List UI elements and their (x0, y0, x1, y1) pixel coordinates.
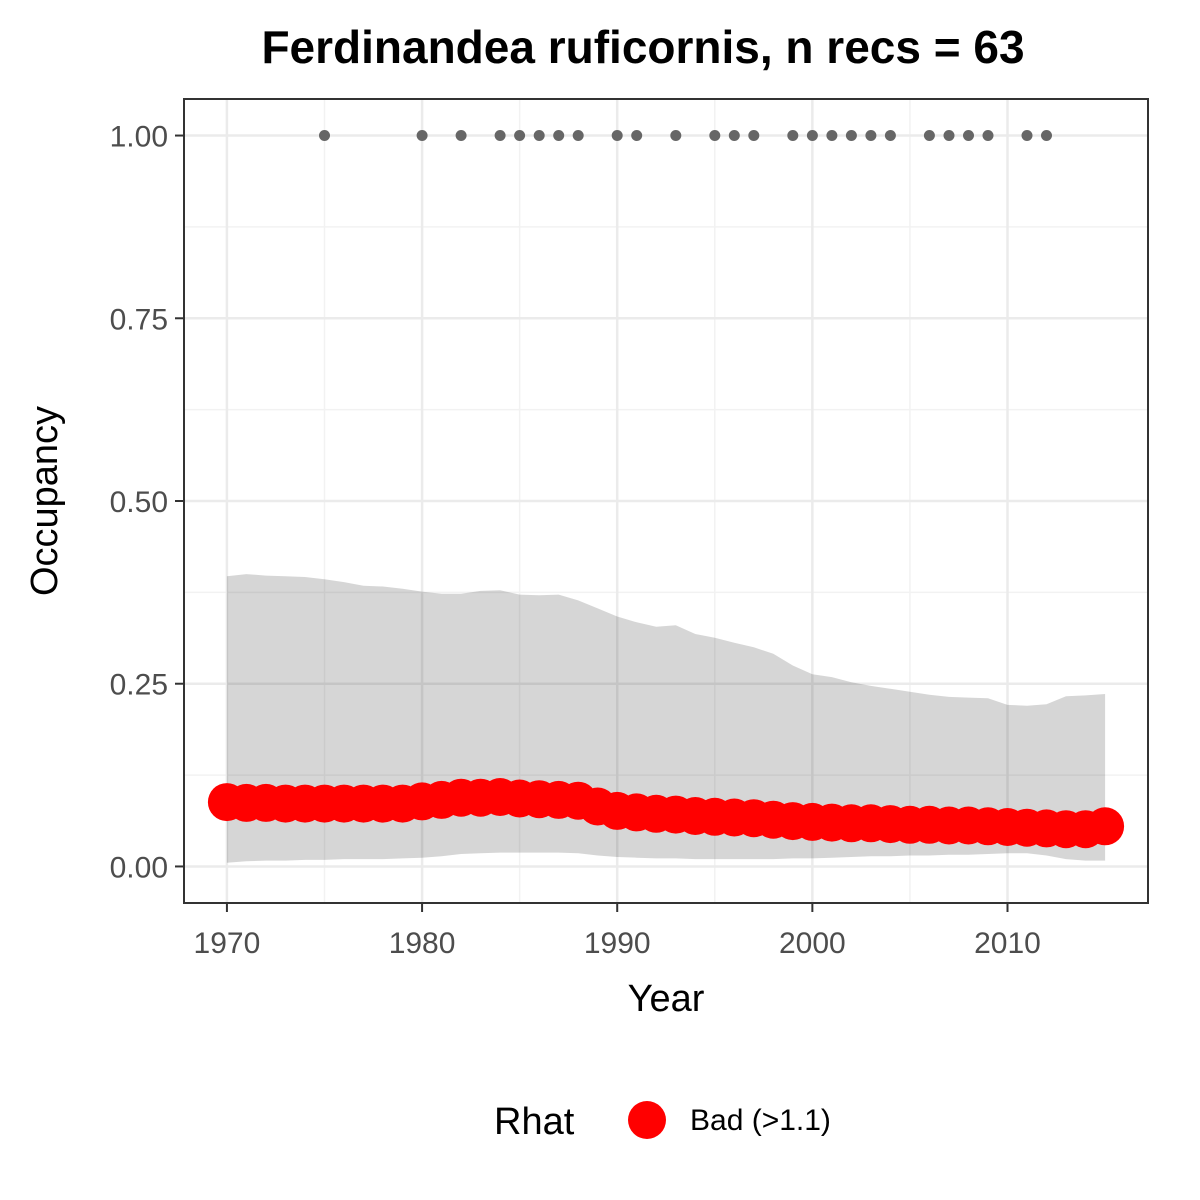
x-tick-label: 1990 (584, 927, 651, 960)
occupancy-points-layer (207, 778, 1125, 849)
record-point (728, 130, 740, 141)
x-tick-label: 2010 (974, 927, 1041, 960)
record-point (845, 130, 857, 141)
y-tick-label: 1.00 (110, 121, 168, 154)
legend-key-bad (628, 1101, 666, 1139)
record-point (494, 130, 506, 141)
record-point (709, 130, 721, 141)
record-point (572, 130, 584, 141)
record-point (319, 130, 330, 141)
x-axis-title: Year (628, 978, 705, 1020)
legend-title: Rhat (494, 1101, 575, 1143)
record-point (416, 130, 428, 141)
record-point (611, 130, 623, 141)
y-tick-label: 0.25 (110, 669, 168, 702)
record-point (670, 130, 682, 141)
record-point (826, 130, 838, 141)
record-point (533, 130, 545, 141)
legend-label-bad: Bad (>1.1) (690, 1104, 831, 1137)
record-point (923, 130, 935, 141)
x-tick-label: 1980 (389, 927, 456, 960)
record-point (982, 130, 994, 141)
x-tick-label: 2000 (779, 927, 846, 960)
record-point (865, 130, 877, 141)
x-axis: 1970 1980 1990 2000 2010 (194, 903, 1041, 960)
record-point (514, 130, 526, 141)
y-axis-title: Occupancy (24, 406, 66, 596)
x-tick-label: 1970 (194, 927, 261, 960)
record-points-layer (319, 130, 1052, 141)
record-point (631, 130, 643, 141)
legend: Rhat Bad (>1.1) (494, 1101, 831, 1143)
record-point (963, 130, 974, 141)
y-tick-label: 0.75 (110, 303, 168, 336)
record-point (884, 130, 896, 141)
grid-lines (184, 99, 1148, 903)
record-point (748, 130, 760, 141)
record-point (1041, 130, 1052, 141)
record-point (787, 130, 799, 141)
y-axis: 0.00 0.25 0.50 0.75 1.00 (110, 121, 184, 884)
record-point (455, 130, 467, 141)
y-tick-label: 0.50 (110, 486, 168, 519)
record-point (1021, 130, 1033, 141)
occupancy-point (1086, 807, 1125, 846)
record-point (943, 130, 955, 141)
chart-title: Ferdinandea ruficornis, n recs = 63 (261, 21, 1024, 73)
record-point (553, 130, 565, 141)
record-point (806, 130, 818, 141)
y-tick-label: 0.00 (110, 851, 168, 884)
